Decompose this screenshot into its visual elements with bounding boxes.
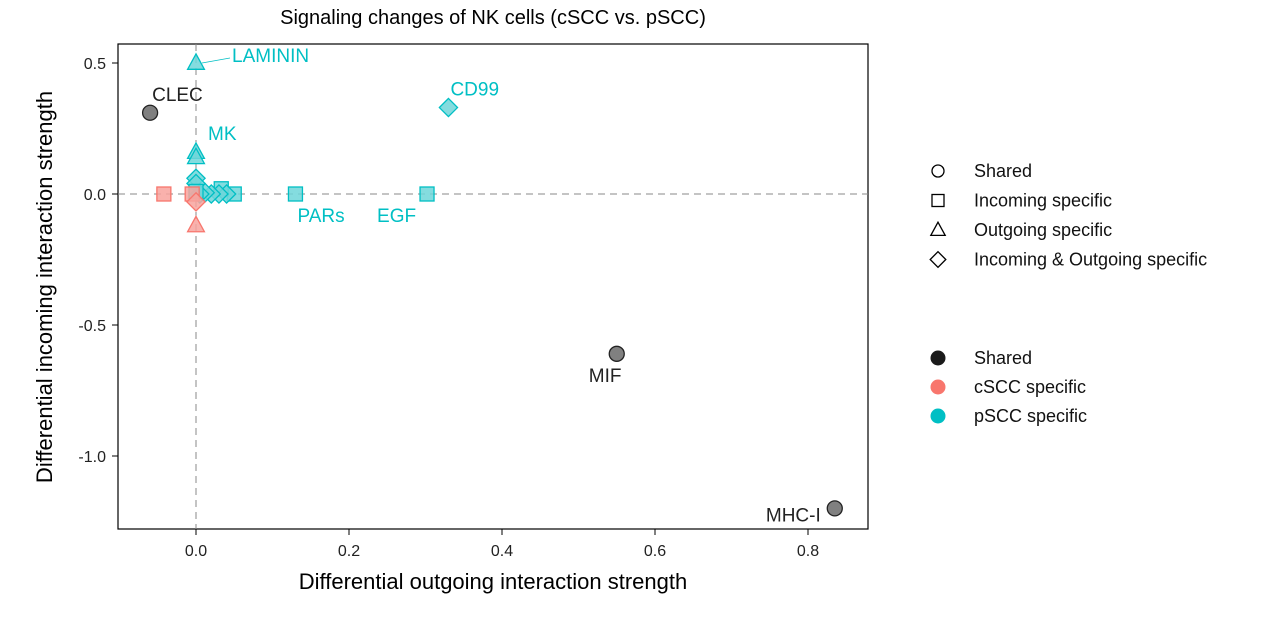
label-leader-line <box>201 57 231 64</box>
y-tick-label: 0.0 <box>84 187 106 204</box>
legend-triangle-icon <box>929 220 947 237</box>
legend-color-label: Shared <box>974 348 1032 368</box>
legend-shape-label: Outgoing specific <box>974 220 1112 240</box>
point-label: LAMININ <box>232 46 309 67</box>
data-point <box>186 146 206 165</box>
data-point <box>186 52 206 70</box>
x-tick-label: 0.8 <box>797 543 819 560</box>
point-label: MK <box>208 124 237 145</box>
legend-color-label: cSCC specific <box>974 377 1086 397</box>
y-tick-label: -0.5 <box>78 318 106 335</box>
legend-color-dot-icon <box>930 408 946 424</box>
x-tick-label: 0.2 <box>338 543 360 560</box>
data-point <box>438 97 459 118</box>
x-tick-label: 0.0 <box>185 543 207 560</box>
legend-color-label: pSCC specific <box>974 406 1087 426</box>
data-point <box>186 214 206 233</box>
point-label: PARs <box>297 206 344 227</box>
point-label: CD99 <box>450 80 499 101</box>
legend-square-icon <box>931 193 945 208</box>
point-label: CLEC <box>152 85 203 106</box>
y-axis-label: Differential incoming interaction streng… <box>32 91 57 483</box>
data-point <box>141 104 159 121</box>
data-point <box>156 186 172 202</box>
data-point <box>826 500 843 517</box>
data-point <box>419 186 435 202</box>
data-point <box>287 186 304 202</box>
data-point <box>608 345 625 362</box>
point-label: EGF <box>377 206 416 227</box>
x-tick-label: 0.6 <box>644 543 666 560</box>
legend-circle-icon <box>931 164 945 178</box>
data-point <box>185 191 207 212</box>
legend-color-dot-icon <box>930 379 946 395</box>
x-tick-label: 0.4 <box>491 543 513 560</box>
point-label: MHC-I <box>766 505 821 526</box>
y-tick-label: -1.0 <box>78 449 106 466</box>
legend-color-dot-icon <box>930 350 946 366</box>
chart-title: Signaling changes of NK cells (cSCC vs. … <box>280 7 706 29</box>
x-axis-label: Differential outgoing interaction streng… <box>299 569 688 594</box>
legend-shape-label: Incoming specific <box>974 191 1112 211</box>
y-tick-label: 0.5 <box>84 56 106 73</box>
point-label: MIF <box>589 366 622 387</box>
legend-shape-label: Shared <box>974 161 1032 181</box>
legend-diamond-icon <box>929 250 947 269</box>
legend-shape-label: Incoming & Outgoing specific <box>974 250 1207 270</box>
plot-frame <box>117 43 869 530</box>
